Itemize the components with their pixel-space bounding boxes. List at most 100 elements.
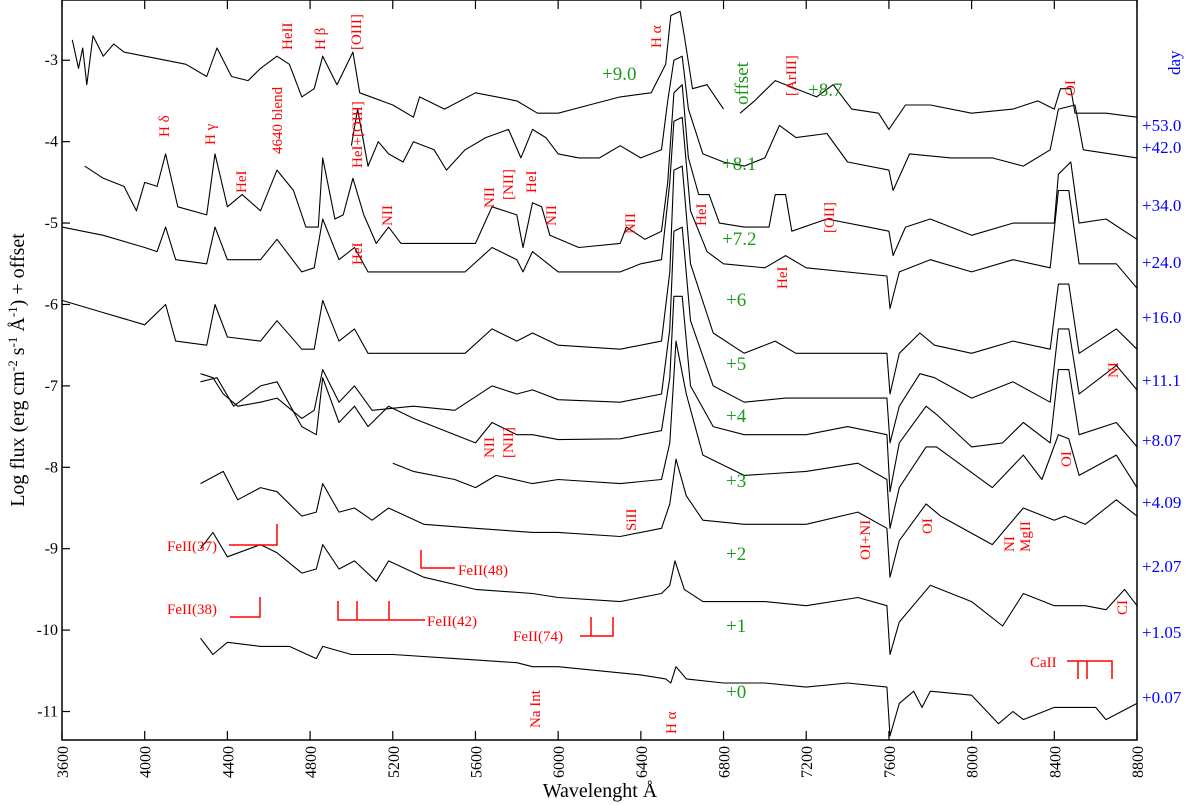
day-label: +4.09: [1142, 493, 1181, 512]
x-tick-label: 6400: [634, 746, 651, 778]
spectrum-line-day007: [200, 637, 1138, 737]
y-tick-label: -6: [45, 296, 58, 313]
day-label: +34.0: [1142, 196, 1181, 215]
spectrum-line-day340: [84, 84, 1138, 257]
day-label: +2.07: [1142, 557, 1182, 576]
spectrum-line-day530: [739, 80, 1138, 130]
y-tick-label: -9: [45, 541, 58, 558]
day-label: +42.0: [1142, 138, 1181, 157]
annotation: OI: [1059, 451, 1075, 467]
offset-label: +3: [726, 471, 746, 492]
day-label: +0.07: [1142, 688, 1182, 707]
annotation: FeII(37): [167, 539, 217, 555]
annotation: 4640 blend: [270, 86, 286, 154]
annotation: NII: [380, 205, 396, 226]
annotation: HeI: [234, 171, 250, 194]
annotation: FeII(48): [458, 563, 508, 579]
annotation: SiII: [624, 508, 640, 531]
day-axis-title: day: [1165, 50, 1184, 75]
annotation: OI: [920, 518, 936, 534]
feii38-bracket: [230, 597, 261, 618]
plot-frame: [61, 0, 1138, 741]
x-tick-label: 6000: [551, 746, 568, 778]
y-tick-label: -10: [37, 622, 58, 639]
y-tick-label: -8: [45, 459, 58, 476]
offset-label: +4: [726, 406, 747, 427]
annotation: H δ: [157, 115, 173, 137]
spectrum-line-day160: [61, 165, 1138, 395]
x-tick-label: 4400: [220, 746, 237, 778]
annotation: [OIII]: [349, 14, 365, 50]
annotation: NII: [623, 213, 639, 234]
x-tick-label: 8800: [1130, 746, 1147, 778]
spectrum-line-day207: [200, 458, 1138, 578]
spectrum-line-day420: [350, 55, 1138, 192]
annotation: FeII(42): [427, 614, 477, 630]
annotation: H β: [313, 28, 329, 50]
annotation: HeI: [775, 267, 791, 290]
x-tick-label: 5200: [386, 746, 403, 778]
day-label: +11.1: [1142, 371, 1181, 390]
annotation-brackets: [229, 524, 1113, 679]
annotation: H γ: [203, 123, 219, 145]
annotation: HeI: [694, 204, 710, 227]
annotation: NII: [544, 205, 560, 226]
annotation: Na Int: [528, 689, 544, 728]
annotation: CI: [1115, 600, 1131, 615]
x-tick-label: 7600: [882, 746, 899, 778]
annotation: OI: [1063, 80, 1079, 96]
x-tick-label: 8400: [1047, 746, 1064, 778]
spectrum-line-day105: [200, 531, 1138, 656]
offset-label: +6: [726, 290, 746, 311]
offset-label: +5: [726, 354, 746, 375]
feii74-bracket: [580, 617, 614, 637]
spectrum-line-day530: [71, 10, 724, 118]
spectrum-line-day409: [392, 340, 1138, 529]
offset-label: +0: [726, 682, 746, 703]
y-tick-label: -7: [45, 378, 58, 395]
caii-bracket: [1067, 660, 1113, 679]
x-tick-label: 6800: [717, 746, 734, 778]
day-label: +53.0: [1142, 116, 1181, 135]
offset-label: +1: [726, 616, 746, 637]
annotation: NII: [482, 437, 498, 458]
x-tick-label: 5600: [468, 746, 485, 778]
spectrum-line-day240: [61, 116, 1138, 310]
annotation: [ArIII]: [784, 55, 800, 96]
axes: 3600 4000 4400 4800 5200 5600 6000 6400 6800 7200…: [37, 0, 1147, 778]
annotation: HeII: [280, 23, 296, 50]
y-tick-label: -11: [37, 704, 58, 721]
day-label: +8.07: [1142, 431, 1182, 450]
offset-title: offset: [732, 61, 753, 105]
annotation: [OII]: [822, 202, 838, 233]
x-tick-label: 4000: [138, 746, 155, 778]
annotation: H α: [649, 25, 665, 48]
annotation: FeII(38): [167, 602, 217, 618]
offset-label: +2: [726, 544, 746, 565]
x-axis-label: Wavelenght Å: [543, 780, 658, 802]
y-tick-label: -4: [45, 134, 58, 151]
day-label: +1.05: [1142, 623, 1181, 642]
spectrum-line-day807: [200, 295, 1138, 493]
day-labels: +53.0 +42.0 +34.0 +24.0 +16.0 +11.1 +8.0…: [1142, 116, 1182, 707]
spectra-lines: [61, 10, 1138, 737]
offset-label: +9.0: [602, 64, 636, 85]
annotation: [NII]: [501, 169, 517, 200]
annotation: NII: [482, 187, 498, 208]
feii37-bracket: [229, 524, 278, 546]
annotation: HeI: [524, 171, 540, 194]
y-tick-label: -5: [45, 215, 58, 232]
offset-label: +7.2: [722, 229, 756, 250]
offset-labels: offset +9.0 +8.7 +8.1 +7.2 +6 +5 +4 +3 +…: [602, 61, 842, 703]
offset-label: +8.7: [808, 80, 842, 101]
line-annotations: HeII H β [OIII] H α H δ H γ 4640 blend H…: [157, 14, 1131, 734]
x-tick-label: 8000: [965, 746, 982, 778]
annotation: HeI+[OIII]: [350, 101, 366, 168]
x-tick-label: 4800: [303, 746, 320, 778]
y-axis-label: Log flux (erg cm-2 s-1 Å-1) + offset: [5, 233, 29, 507]
offset-label: +8.1: [722, 154, 756, 175]
day-label: +24.0: [1142, 253, 1181, 272]
annotation: FeII(74): [513, 629, 563, 645]
annotation: NI: [1106, 362, 1122, 378]
